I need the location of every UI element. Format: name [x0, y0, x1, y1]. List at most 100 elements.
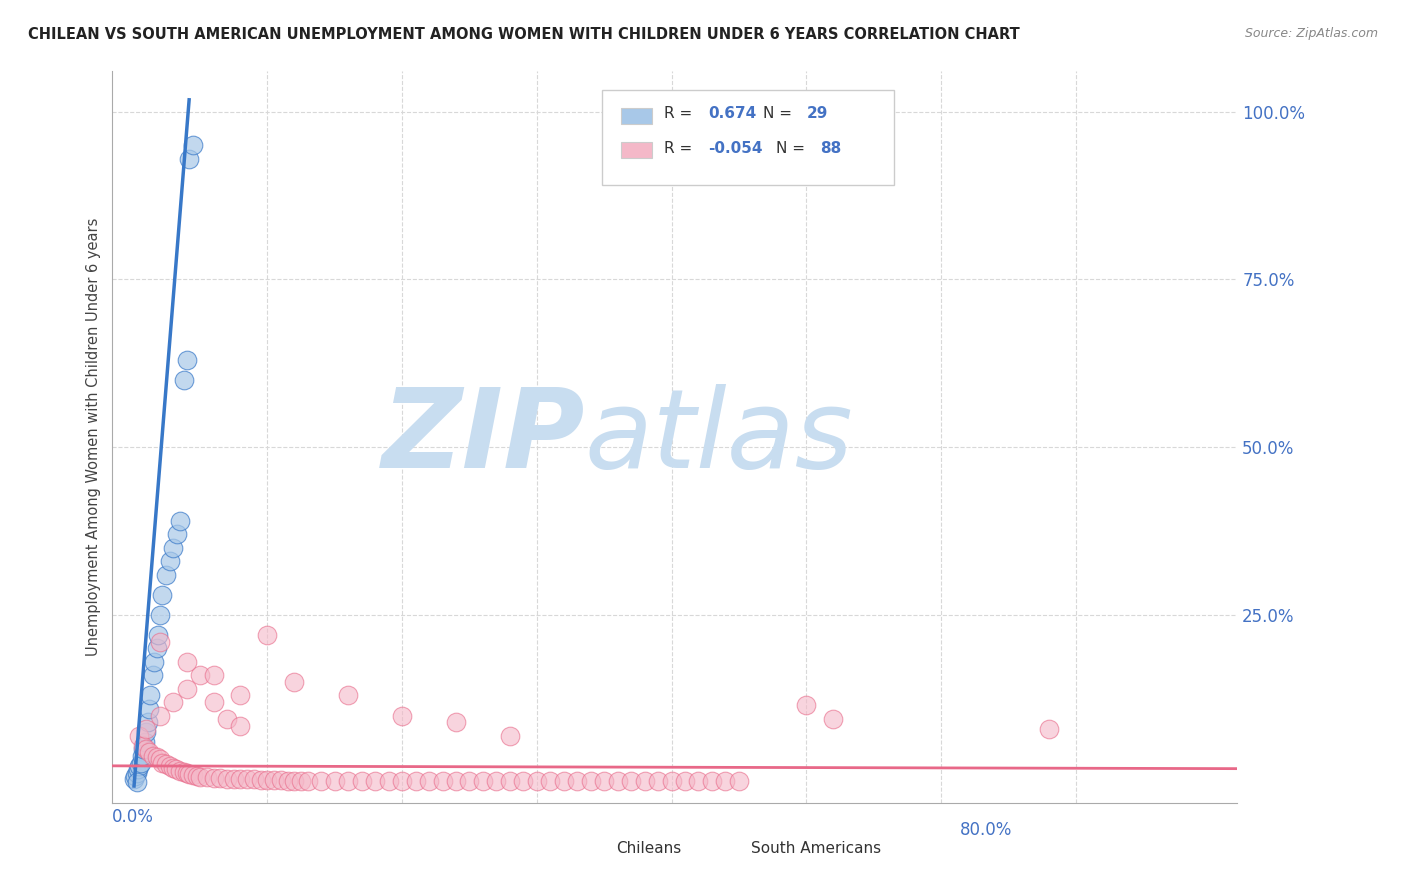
- Point: [176, 765, 198, 780]
- Text: ZIP: ZIP: [381, 384, 585, 491]
- Point: [125, 765, 148, 780]
- Point: [311, 773, 333, 788]
- Point: [526, 773, 548, 788]
- Point: [256, 772, 278, 787]
- Point: [512, 773, 534, 788]
- Point: [215, 772, 238, 786]
- Point: [222, 772, 245, 786]
- Point: [149, 634, 172, 648]
- Y-axis label: Unemployment Among Women with Children Under 6 years: Unemployment Among Women with Children U…: [86, 218, 101, 657]
- Point: [499, 773, 522, 788]
- Point: [277, 773, 299, 788]
- Text: -0.054: -0.054: [709, 141, 763, 156]
- Text: atlas: atlas: [585, 384, 853, 491]
- Point: [149, 752, 172, 766]
- Point: [162, 695, 184, 709]
- Point: [166, 527, 188, 541]
- Point: [418, 773, 440, 788]
- Text: 88: 88: [820, 141, 841, 156]
- Point: [138, 702, 160, 716]
- Point: [337, 689, 360, 703]
- Point: [499, 729, 522, 743]
- Point: [283, 675, 305, 690]
- Point: [794, 698, 817, 713]
- Point: [823, 712, 845, 726]
- Point: [173, 764, 195, 779]
- Point: [567, 773, 589, 788]
- Point: [122, 772, 145, 787]
- Point: [350, 773, 373, 788]
- Point: [270, 772, 292, 787]
- Point: [179, 152, 201, 166]
- Text: 29: 29: [807, 106, 828, 121]
- Point: [593, 773, 616, 788]
- Point: [444, 715, 467, 730]
- Text: South Americans: South Americans: [751, 841, 882, 856]
- Text: Chileans: Chileans: [616, 841, 682, 856]
- Point: [162, 761, 184, 775]
- Point: [485, 773, 508, 788]
- Point: [136, 715, 159, 730]
- Point: [135, 742, 157, 756]
- Point: [173, 373, 195, 387]
- Point: [263, 772, 285, 787]
- Point: [181, 767, 204, 781]
- Point: [202, 668, 225, 682]
- Point: [146, 750, 169, 764]
- Point: [150, 588, 173, 602]
- Point: [149, 708, 172, 723]
- Point: [688, 773, 710, 788]
- Point: [165, 762, 187, 776]
- Point: [323, 773, 346, 788]
- Bar: [720, 842, 745, 855]
- Point: [132, 742, 155, 756]
- Point: [538, 773, 561, 788]
- Point: [249, 772, 271, 787]
- Point: [297, 773, 319, 788]
- Point: [229, 772, 252, 787]
- Point: [159, 759, 181, 773]
- Point: [142, 668, 165, 682]
- Point: [176, 352, 198, 367]
- Point: [162, 541, 184, 555]
- Point: [673, 773, 696, 788]
- Text: R =: R =: [664, 106, 697, 121]
- FancyBboxPatch shape: [602, 90, 894, 185]
- Point: [579, 773, 602, 788]
- Point: [134, 735, 156, 749]
- Point: [148, 628, 170, 642]
- Point: [432, 773, 454, 788]
- Point: [444, 773, 467, 788]
- Point: [176, 681, 198, 696]
- Point: [620, 773, 643, 788]
- Point: [146, 641, 169, 656]
- Point: [143, 655, 166, 669]
- Bar: [585, 842, 610, 855]
- Point: [661, 773, 683, 788]
- Text: N =: N =: [762, 106, 796, 121]
- Point: [364, 773, 387, 788]
- Point: [132, 739, 155, 753]
- Text: R =: R =: [664, 141, 697, 156]
- Point: [195, 770, 218, 784]
- Point: [553, 773, 575, 788]
- Point: [215, 712, 238, 726]
- Point: [236, 772, 259, 787]
- Point: [391, 708, 413, 723]
- Point: [606, 773, 628, 788]
- Text: CHILEAN VS SOUTH AMERICAN UNEMPLOYMENT AMONG WOMEN WITH CHILDREN UNDER 6 YEARS C: CHILEAN VS SOUTH AMERICAN UNEMPLOYMENT A…: [28, 27, 1019, 42]
- Point: [700, 773, 723, 788]
- Point: [283, 773, 305, 788]
- Point: [202, 771, 225, 785]
- Point: [131, 748, 153, 763]
- Point: [176, 655, 198, 669]
- Point: [127, 762, 149, 776]
- Point: [142, 748, 165, 763]
- Text: N =: N =: [776, 141, 810, 156]
- Point: [181, 138, 204, 153]
- Text: 0.674: 0.674: [709, 106, 756, 121]
- Point: [633, 773, 655, 788]
- Point: [728, 773, 751, 788]
- Point: [377, 773, 399, 788]
- Point: [1038, 722, 1060, 736]
